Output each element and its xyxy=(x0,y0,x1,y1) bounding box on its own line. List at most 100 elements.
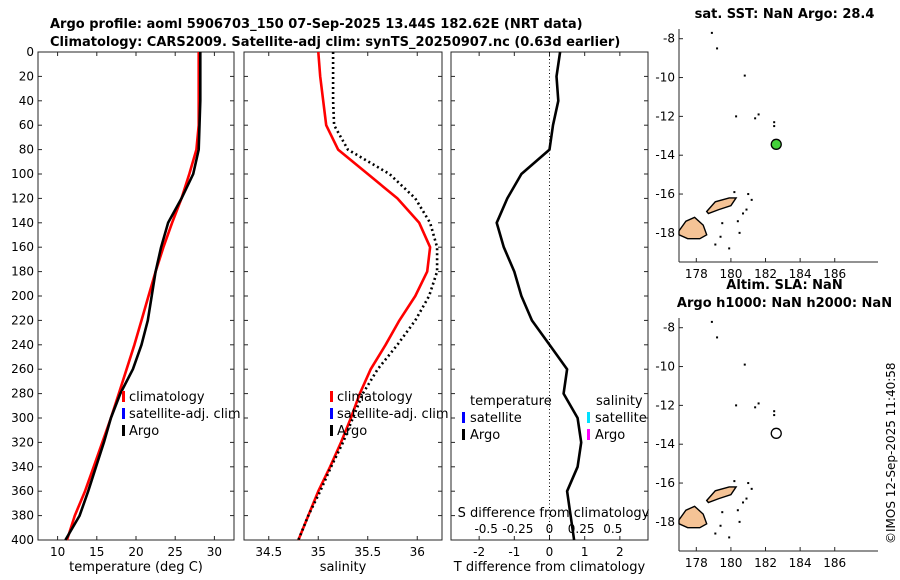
island-landmass xyxy=(705,486,738,504)
depth-tick-label: 20 xyxy=(19,69,34,83)
depth-tick-label: 380 xyxy=(11,509,34,523)
sst_map-ytick-label: -14 xyxy=(655,148,675,162)
legend-entry: climatology xyxy=(129,390,205,405)
islet xyxy=(743,363,746,366)
legend-entry: satellite xyxy=(595,411,647,426)
sla_map-title: Altim. SLA: NaN xyxy=(726,278,842,293)
sst_map-ytick-label: -10 xyxy=(655,71,675,85)
salinity-axes-box xyxy=(243,51,443,541)
sst_map-xtick-label: 182 xyxy=(754,267,777,281)
islet xyxy=(710,31,713,34)
islet xyxy=(736,509,739,512)
s-tick-label: 0.25 xyxy=(568,522,595,536)
legend-swatch xyxy=(330,408,333,419)
legend-entry: Argo xyxy=(595,428,625,443)
islet xyxy=(733,191,736,194)
temperature-panel: 10 15 20 25 30 temperature (deg C) 0 20 40 60 80 10… xyxy=(11,45,241,575)
islet xyxy=(710,320,713,323)
sst_map-ytick-label: -16 xyxy=(655,187,675,201)
islet xyxy=(733,480,736,483)
depth-tick-label: 120 xyxy=(11,191,34,205)
island-landmass xyxy=(678,216,708,240)
depth-tick-label: 360 xyxy=(11,484,34,498)
islet xyxy=(757,402,760,405)
t-difference-line xyxy=(495,51,583,541)
sla_map-ytick-label: -10 xyxy=(655,360,675,374)
islet xyxy=(745,208,748,211)
difference-xtick-label: 1 xyxy=(581,545,589,559)
legend-entry: satellite-adj. clim xyxy=(337,407,449,422)
salinity-xtick-label: 34.5 xyxy=(255,545,282,559)
islet xyxy=(736,220,739,223)
salinity-xtick-label: 36 xyxy=(410,545,425,559)
temperature-xtick-label: 15 xyxy=(89,545,104,559)
float-position-marker xyxy=(770,138,782,150)
legend-swatch xyxy=(122,391,125,402)
climatology-sal-line xyxy=(297,51,432,541)
legend-swatch xyxy=(122,425,125,436)
depth-tick-label: 320 xyxy=(11,435,34,449)
sla_map-ytick-label: -8 xyxy=(663,321,675,335)
s-tick-label: 0.5 xyxy=(603,522,622,536)
legend-swatch xyxy=(462,412,465,423)
islet xyxy=(738,231,741,234)
islet xyxy=(750,198,753,201)
islet xyxy=(747,482,750,485)
islet xyxy=(719,524,722,527)
temperature-xlabel: temperature (deg C) xyxy=(69,560,203,575)
title-line-2: Climatology: CARS2009. Satellite-adj cli… xyxy=(50,35,620,50)
sst_map-xtick-label: 178 xyxy=(685,267,708,281)
sst_map-ytick-label: -8 xyxy=(663,32,675,46)
islet xyxy=(719,235,722,238)
legend-entry: climatology xyxy=(337,390,413,405)
legend-swatch xyxy=(462,429,465,440)
depth-tick-label: 80 xyxy=(19,143,34,157)
islet xyxy=(738,520,741,523)
sla_map-xtick-label: 182 xyxy=(754,556,777,570)
depth-tick-label: 240 xyxy=(11,338,34,352)
sla_map-ytick-label: -12 xyxy=(655,398,675,412)
island-landmass xyxy=(705,197,738,215)
difference-xtick-label: 0 xyxy=(546,545,554,559)
sst_map-ytick-label: -18 xyxy=(655,226,675,240)
sst-map-panel: 178 180 182 184 186 -8 -10 -12 -14 -16 -18 sat. SST… xyxy=(655,7,878,281)
sst_map-xtick-label: 184 xyxy=(789,267,812,281)
s-tick-label: 0 xyxy=(546,522,554,536)
islet xyxy=(747,193,750,196)
depth-tick-label: 180 xyxy=(11,265,34,279)
salinity-xtick-label: 35 xyxy=(311,545,326,559)
difference-xlabel: T difference from climatology xyxy=(453,560,646,575)
islet xyxy=(728,247,731,250)
s-tick-label: -0.5 xyxy=(474,522,497,536)
salinity-xtick-label: 35.5 xyxy=(354,545,381,559)
difference-xtick-label: 2 xyxy=(616,545,624,559)
salinity-xlabel: salinity xyxy=(320,560,367,575)
sla_map-xtick-label: 180 xyxy=(719,556,742,570)
legend-swatch xyxy=(122,408,125,419)
legend-entry: Argo xyxy=(337,424,367,439)
depth-tick-label: 340 xyxy=(11,460,34,474)
islet xyxy=(773,414,776,417)
sla_map-ytick-label: -18 xyxy=(655,515,675,529)
islet xyxy=(716,47,719,50)
island-landmass xyxy=(678,505,708,529)
islet xyxy=(773,410,776,413)
islet xyxy=(743,74,746,77)
islet xyxy=(773,121,776,124)
s-tick-label: -0.25 xyxy=(502,522,533,536)
difference-panel: -2 -1 0 1 2T difference from climatology temp… xyxy=(450,51,650,575)
temperature-xtick-label: 25 xyxy=(168,545,183,559)
sst_map-xtick-label: 186 xyxy=(823,267,846,281)
legend-entry: satellite xyxy=(470,411,522,426)
depth-tick-label: 400 xyxy=(11,533,34,547)
float-position-marker xyxy=(770,427,782,439)
islet xyxy=(745,497,748,500)
islet xyxy=(735,404,738,407)
depth-tick-label: 60 xyxy=(19,118,34,132)
difference-xtick-label: -1 xyxy=(508,545,520,559)
legend-entry: satellite-adj. clim xyxy=(129,407,241,422)
sst_map-xtick-label: 180 xyxy=(719,267,742,281)
difference-axes-box xyxy=(450,51,649,541)
salinity-panel: 34.5 35 35.5 36 salinity climatology satellite… xyxy=(243,51,449,575)
depth-tick-label: 300 xyxy=(11,411,34,425)
